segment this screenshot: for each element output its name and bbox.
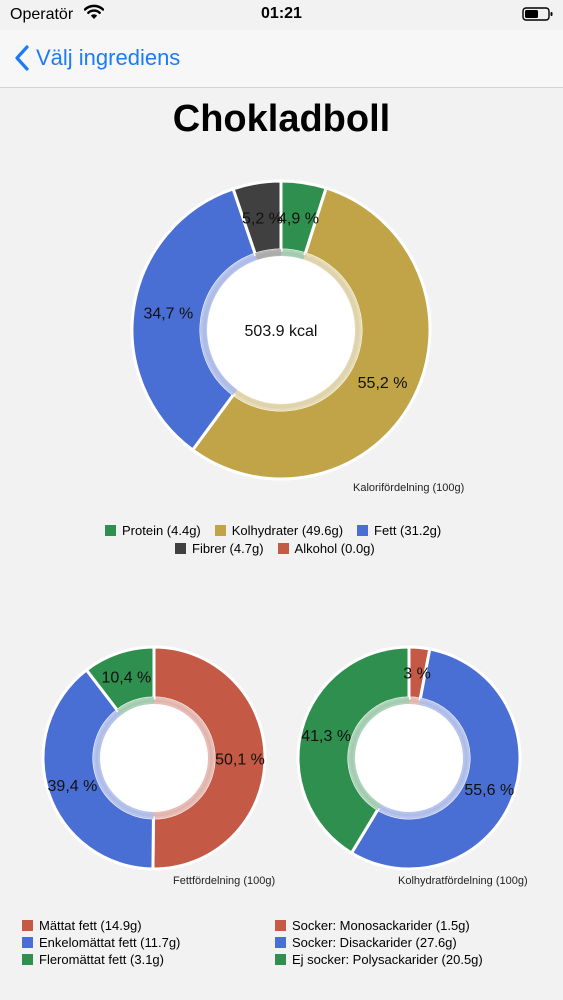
battery-icon bbox=[522, 7, 553, 21]
donut-slice-rim bbox=[281, 249, 306, 260]
donut-slice-rim bbox=[409, 697, 421, 705]
donut-hole bbox=[98, 702, 210, 814]
page-title: Chokladboll bbox=[172, 98, 391, 140]
donut-slice-rim bbox=[232, 252, 362, 411]
slice-label: 55,2 % bbox=[358, 375, 408, 392]
legend-swatch bbox=[22, 954, 33, 965]
carrier-label: Operatör bbox=[10, 6, 74, 23]
slice-label: 10,4 % bbox=[101, 670, 151, 687]
donut-slice-rim bbox=[93, 709, 154, 819]
navigation-bar: Välj ingrediens bbox=[0, 30, 563, 88]
donut-hole bbox=[353, 702, 465, 814]
slice-label: 55,6 % bbox=[464, 782, 514, 799]
donut-slice-rim bbox=[199, 253, 258, 396]
legend-item-fleromattat-fett: Fleromättat fett (3.1g) bbox=[22, 951, 180, 968]
donut-slice bbox=[231, 179, 283, 257]
donut-slice bbox=[84, 645, 156, 713]
donut-hole bbox=[206, 255, 356, 405]
legend-item-kolhydrater: Kolhydrater (49.6g) bbox=[214, 523, 344, 538]
calorie-legend-row-2: Fibrer (4.7g) Alkohol (0.0g) bbox=[175, 541, 375, 556]
donut-slice-rim bbox=[255, 249, 281, 260]
legend-item-fibrer: Fibrer (4.7g) bbox=[175, 541, 264, 556]
calorie-chart-caption: Kalorifördelning (100g) bbox=[353, 482, 465, 494]
legend-swatch bbox=[275, 954, 286, 965]
legend-swatch bbox=[277, 543, 289, 554]
donut-slice bbox=[130, 186, 258, 453]
legend-swatch bbox=[214, 525, 226, 536]
legend-item-protein: Protein (4.4g) bbox=[105, 523, 201, 538]
legend-label: Socker: Disackarider (27.6g) bbox=[292, 935, 457, 950]
legend-swatch bbox=[275, 920, 286, 931]
legend-label: Fleromättat fett (3.1g) bbox=[39, 952, 164, 967]
legend-label: Fibrer (4.7g) bbox=[192, 541, 264, 556]
legend-label: Protein (4.4g) bbox=[122, 523, 201, 538]
slice-label: 34,7 % bbox=[143, 306, 193, 323]
calorie-donut-chart: 4,9 % 55,2 % 34,7 % 5,2 % 503.9 kcal bbox=[130, 179, 432, 481]
donut-slice-rim bbox=[116, 697, 154, 716]
slice-label: 39,4 % bbox=[48, 778, 98, 795]
donut-slice bbox=[41, 667, 155, 871]
legend-item-enkelomattat-fett: Enkelomättat fett (11.7g) bbox=[22, 934, 180, 951]
legend-swatch bbox=[175, 543, 186, 554]
chevron-left-icon bbox=[15, 45, 29, 71]
carb-chart-caption: Kolhydratfördelning (100g) bbox=[398, 875, 528, 887]
donut-slice bbox=[151, 645, 267, 871]
status-bar: Operatör 01:21 bbox=[0, 0, 563, 30]
legend-label: Kolhydrater (49.6g) bbox=[231, 523, 344, 538]
legend-item-monosackarider: Socker: Monosackarider (1.5g) bbox=[275, 917, 483, 934]
fat-donut-chart: 50,1 % 39,4 % 10,4 % bbox=[41, 645, 267, 871]
slice-label: 5,2 % bbox=[242, 211, 283, 228]
donut-slice bbox=[190, 186, 432, 481]
center-total-label: 503.9 kcal bbox=[245, 323, 318, 340]
legend-label: Fett (31.2g) bbox=[374, 523, 442, 538]
legend-swatch bbox=[357, 525, 369, 536]
donut-slice bbox=[349, 647, 522, 871]
status-time: 01:21 bbox=[261, 5, 302, 22]
fat-chart-caption: Fettfördelning (100g) bbox=[173, 875, 276, 887]
slice-label: 4,9 % bbox=[278, 210, 319, 227]
back-button[interactable]: Välj ingrediens bbox=[14, 40, 180, 76]
carb-donut-chart: 3 % 55,6 % 41,3 % bbox=[296, 645, 522, 871]
legend-item-mattat-fett: Mättat fett (14.9g) bbox=[22, 917, 180, 934]
back-button-label: Välj ingrediens bbox=[36, 45, 181, 70]
legend-label: Socker: Monosackarider (1.5g) bbox=[292, 918, 470, 933]
legend-label: Enkelomättat fett (11.7g) bbox=[39, 935, 181, 950]
legend-swatch bbox=[105, 525, 116, 536]
legend-item-fett: Fett (31.2g) bbox=[357, 523, 441, 538]
legend-label: Ej socker: Polysackarider (20.5g) bbox=[292, 952, 483, 967]
legend-item-polysackarider: Ej socker: Polysackarider (20.5g) bbox=[275, 951, 483, 968]
slice-label: 3 % bbox=[403, 665, 431, 682]
legend-item-disackarider: Socker: Disackarider (27.6g) bbox=[275, 934, 483, 951]
calorie-legend-row-1: Protein (4.4g) Kolhydrater (49.6g) Fett … bbox=[105, 523, 441, 538]
slice-label: 41,3 % bbox=[301, 728, 351, 745]
legend-item-alkohol: Alkohol (0.0g) bbox=[277, 541, 375, 556]
donut-slice-rim bbox=[153, 697, 216, 819]
legend-swatch bbox=[22, 920, 33, 931]
donut-slice bbox=[296, 645, 411, 856]
donut-slice-rim bbox=[348, 697, 409, 811]
legend-swatch bbox=[22, 937, 33, 948]
slice-label: 50,1 % bbox=[215, 751, 265, 768]
legend-label: Mättat fett (14.9g) bbox=[39, 918, 142, 933]
fat-legend: Mättat fett (14.9g) Enkelomättat fett (1… bbox=[22, 917, 180, 968]
legend-label: Alkohol (0.0g) bbox=[294, 541, 375, 556]
legend-swatch bbox=[275, 937, 286, 948]
wifi-icon bbox=[84, 4, 104, 19]
carb-legend: Socker: Monosackarider (1.5g) Socker: Di… bbox=[275, 917, 483, 968]
